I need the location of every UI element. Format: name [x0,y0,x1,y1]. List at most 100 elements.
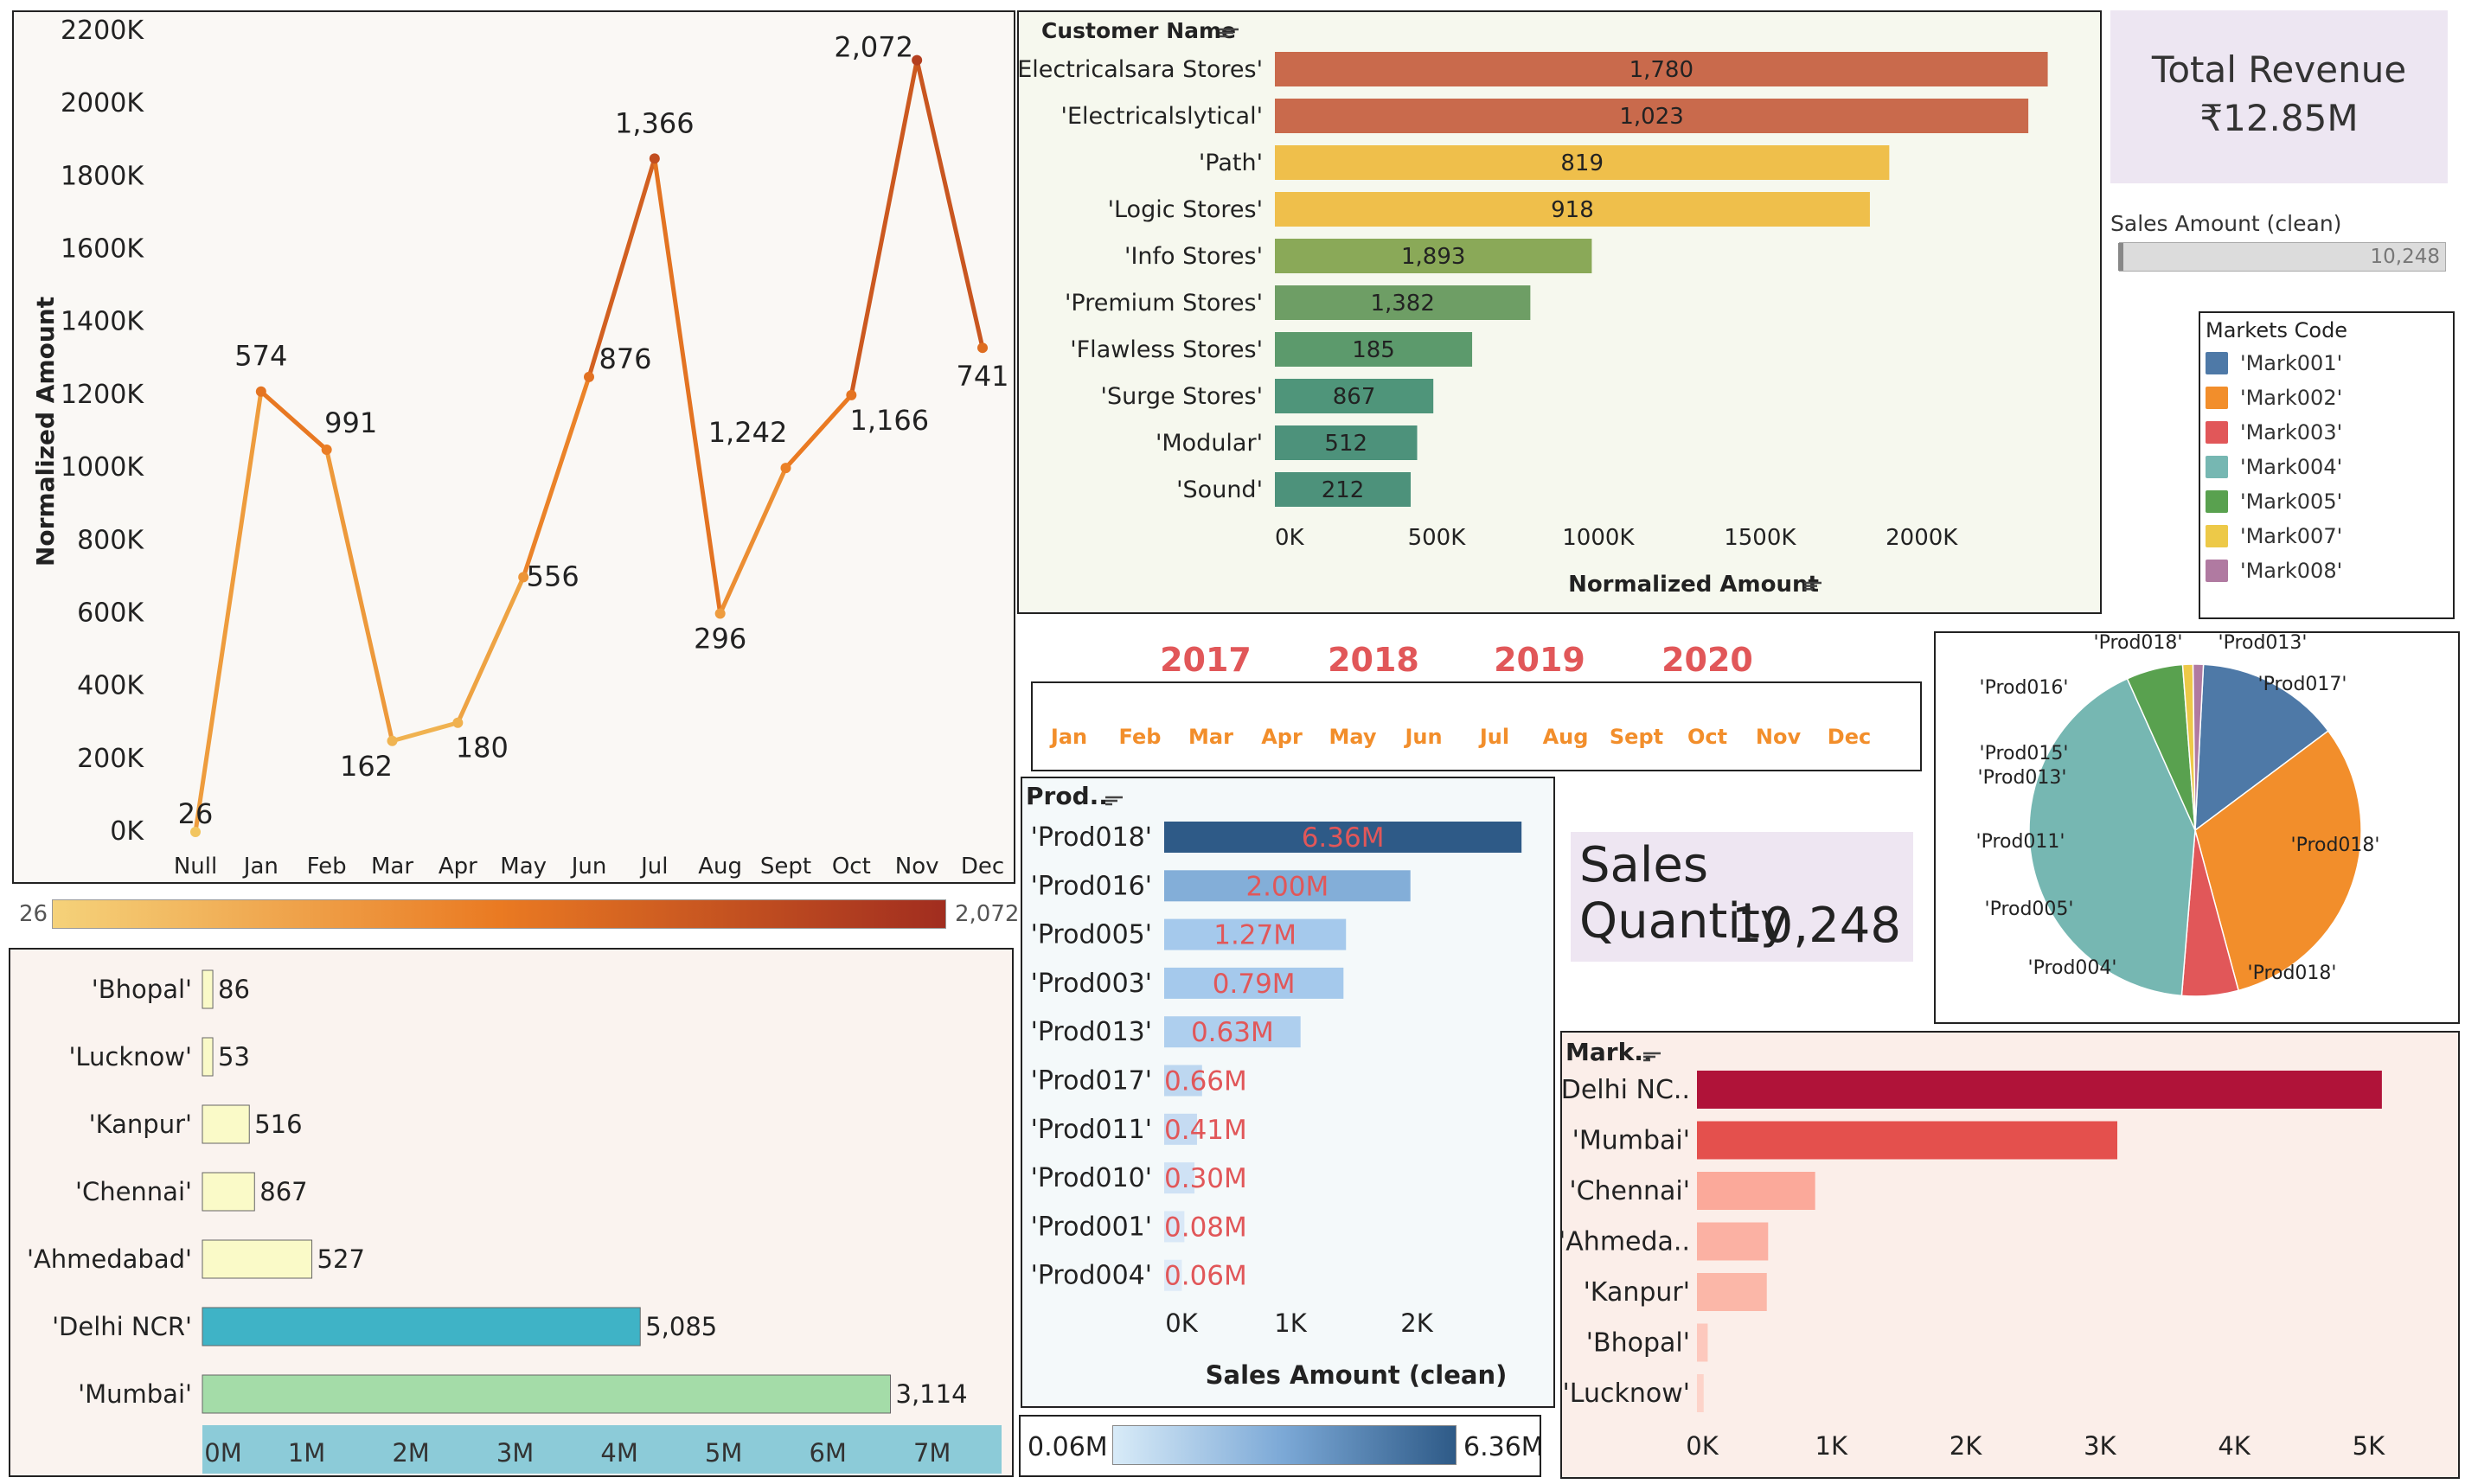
legend-item[interactable]: 'Mark004' [2206,450,2448,484]
product-bar [1164,1065,1202,1097]
x-tick-label: 1K [1815,1431,1848,1461]
product-label: 'Prod003' [1031,969,1152,999]
month-selector: Jan Feb Mar Apr May Jun Jul Aug Sept Oct Nov Dec [1049,725,1871,749]
sales-quantity-value: 10,248 [1732,898,1901,954]
legend-label: 'Mark007' [2240,524,2343,548]
x-tick-label: Jun [570,854,607,880]
x-tick-label: 0K [1165,1308,1198,1338]
customer-label: 'Modular' [1156,430,1263,457]
y-tick-label: 200K [77,744,144,774]
markets-legend-items: 'Mark001' 'Mark002' 'Mark003' 'Mark004' 'Mar… [2206,346,2448,588]
customer-bar [1275,379,1434,413]
product-bar-chart: Prod.. 'Prod018' 6.36M 'Prod016' 2.00M 'Prod0… [1026,782,1522,1390]
month-option: Jan [1049,725,1087,749]
legend-item[interactable]: 'Mark002' [2206,381,2448,415]
customer-bar [1275,52,2048,86]
y-tick-label: 2000K [61,88,144,118]
legend-item[interactable]: 'Mark003' [2206,415,2448,450]
city-value-label: 86 [218,975,250,1004]
x-tick-label: 2M [392,1438,429,1468]
customer-value-label: 185 [1352,337,1395,363]
customer-value-label: 212 [1322,477,1365,503]
sales-amount-slider-handle[interactable] [2118,243,2123,271]
line-segment [718,465,788,616]
x-tick-label: 3K [2084,1431,2116,1461]
data-label: 296 [694,622,746,655]
x-tick-label: 500K [1408,525,1467,551]
legend-item[interactable]: 'Mark005' [2206,484,2448,519]
data-point [190,827,201,837]
sales-quantity-card: Sales Quantity 10,248 [1571,832,1913,962]
sales-quantity-label: Sales Quantity [1579,837,1789,950]
market-bar-panel: Mark.. 'Delhi NC.. 'Mumbai' 'Chennai' 'Ahmed… [1560,1031,2460,1479]
x-tick-label: Jul [639,854,668,880]
product-label: 'Prod004' [1031,1261,1152,1291]
y-axis-title: Normalized Amount [31,297,60,566]
line-segment [193,389,264,835]
x-tick-label: Mar [371,854,413,880]
market-label: 'Kanpur' [1584,1277,1690,1308]
market-bar [1697,1323,1708,1362]
market-label: 'Lucknow' [1563,1378,1690,1409]
data-point [912,54,923,66]
monthly-line-panel: 0K 200K 400K 600K 800K 1000K 1200K 1400K 1600K 18… [12,10,1015,884]
x-tick-label: 7M [913,1438,951,1468]
line-segment [914,58,985,350]
data-point [977,342,988,354]
customer-bar [1275,192,1870,227]
product-bar [1164,1162,1195,1194]
x-tick-label: 2000K [1886,525,1958,551]
legend-item[interactable]: 'Mark008' [2206,553,2448,588]
customer-bar [1275,425,1418,460]
city-label: 'Lucknow' [68,1042,192,1071]
city-label: 'Chennai' [75,1177,192,1206]
line-segment [586,156,657,380]
sales-amount-filter[interactable]: Sales Amount (clean) 10,248 [2110,208,2456,277]
month-option: Oct [1687,725,1727,749]
customer-header: Customer Name [1041,18,1236,43]
market-bar [1697,1273,1767,1311]
city-bar [202,1239,313,1279]
data-point [518,572,529,583]
customer-value-label: 918 [1551,197,1594,223]
legend-label: 'Mark001' [2240,351,2343,375]
city-bar [202,1037,214,1077]
city-value-label: 53 [218,1042,250,1071]
product-header: Prod.. [1026,782,1108,810]
x-tick-label: 5M [705,1438,742,1468]
year-option: 2019 [1494,641,1585,679]
y-tick-label: 1600K [61,234,144,265]
line-segment [521,374,592,579]
legend-item[interactable]: 'Mark007' [2206,519,2448,553]
customer-value-label: 1,780 [1629,57,1693,83]
sales-amount-slider-track[interactable]: 10,248 [2118,242,2446,272]
pie-label: 'Prod011' [1976,831,2065,853]
x-tick-label: May [500,854,547,880]
customer-bar [1275,145,1890,180]
data-point [846,389,857,400]
product-label: 'Prod005' [1031,920,1152,950]
month-option: Nov [1756,725,1802,749]
customer-label: 'Electricalslytical' [1061,103,1263,130]
product-label: 'Prod011' [1031,1115,1152,1145]
city-label: 'Kanpur' [89,1110,192,1139]
legend-item[interactable]: 'Mark001' [2206,346,2448,381]
line-segment [390,720,460,744]
customer-label: 'Surge Stores' [1101,383,1263,410]
product-bar [1164,1016,1301,1048]
y-tick-label: 1800K [61,161,144,191]
city-label: 'Ahmedabad' [27,1244,192,1274]
x-tick-label: 6M [809,1438,846,1468]
product-label: 'Prod001' [1031,1212,1152,1242]
product-colorbar-min: 0.06M [1028,1432,1108,1462]
data-point [780,463,791,474]
total-revenue-value: ₹12.85M [2199,97,2359,139]
x-tick-label: 4M [600,1438,637,1468]
x-tick-label: 5K [2353,1431,2385,1461]
legend-label: 'Mark002' [2240,386,2343,410]
product-label: 'Prod017' [1031,1066,1152,1097]
data-point [387,735,398,746]
month-option: Apr [1261,725,1303,749]
city-value-label: 5,085 [645,1312,717,1341]
x-tick-label: Apr [439,854,477,880]
